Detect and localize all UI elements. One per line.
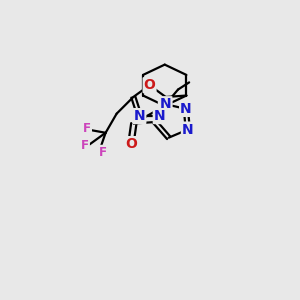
Text: O: O: [144, 78, 155, 92]
Text: N: N: [154, 109, 165, 123]
Text: N: N: [134, 109, 145, 123]
Text: N: N: [160, 97, 172, 111]
Text: N: N: [180, 102, 192, 116]
Text: N: N: [159, 99, 170, 113]
Text: N: N: [182, 123, 194, 136]
Text: F: F: [99, 146, 107, 159]
Text: F: F: [81, 139, 89, 152]
Text: F: F: [83, 122, 91, 135]
Text: O: O: [125, 137, 137, 151]
